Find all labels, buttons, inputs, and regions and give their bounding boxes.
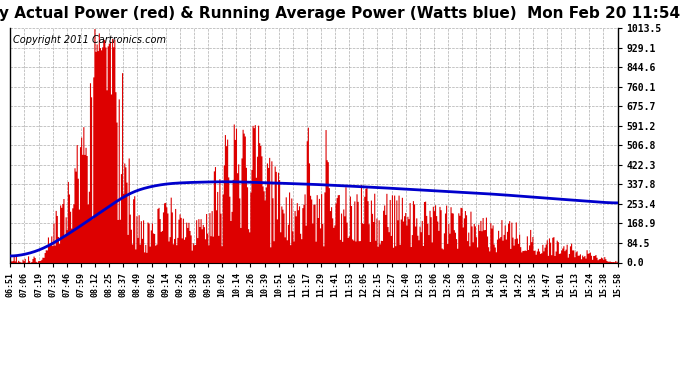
Text: West Array Actual Power (red) & Running Average Power (Watts blue)  Mon Feb 20 1: West Array Actual Power (red) & Running … [0,6,680,21]
Text: Copyright 2011 Cartronics.com: Copyright 2011 Cartronics.com [13,35,166,45]
